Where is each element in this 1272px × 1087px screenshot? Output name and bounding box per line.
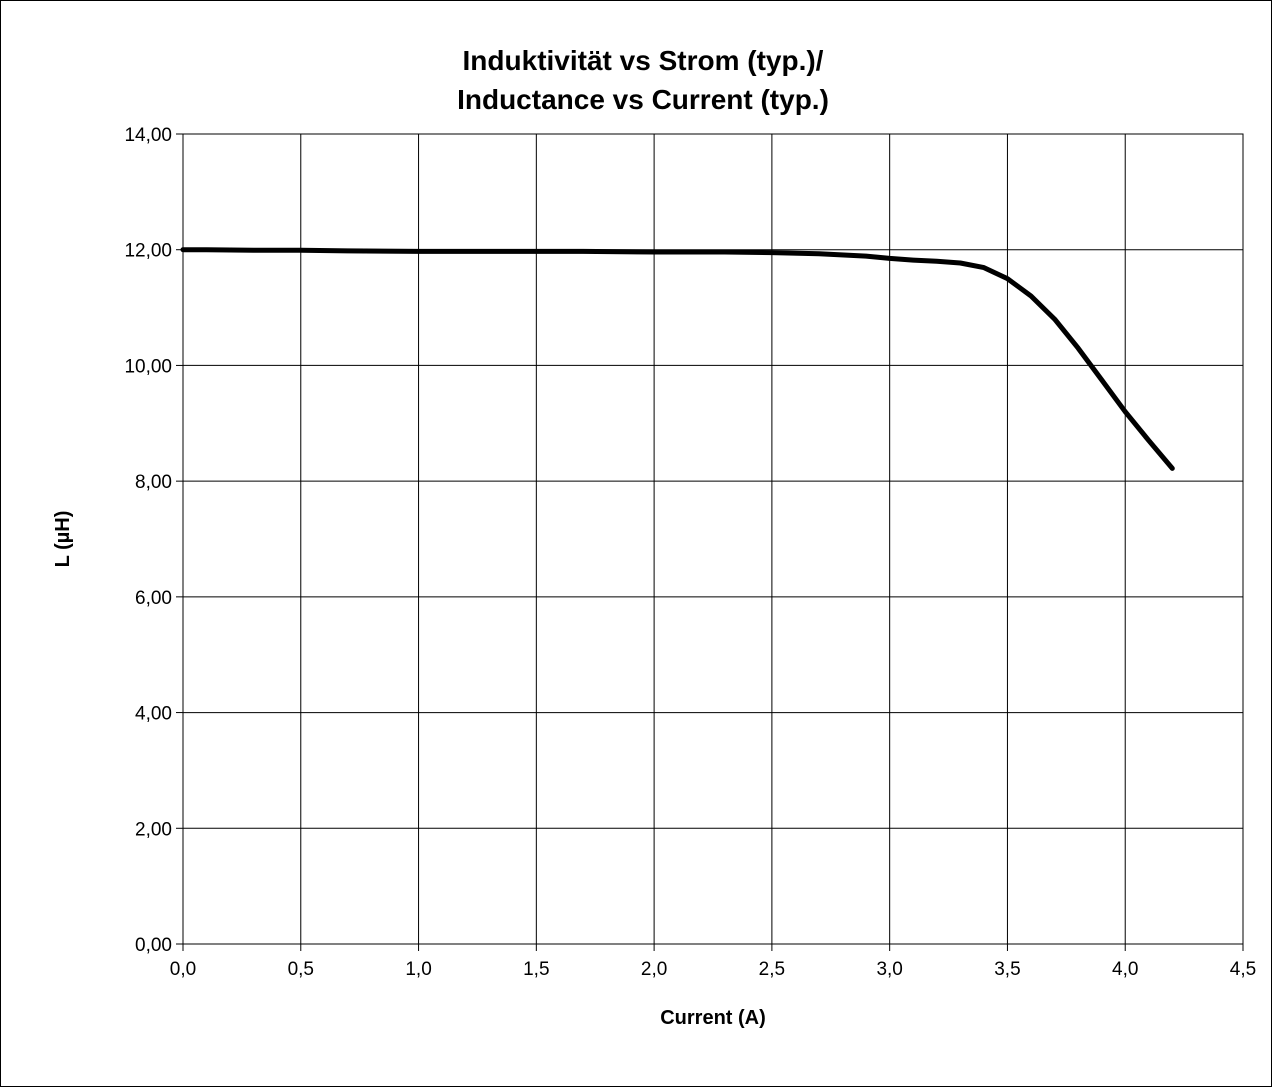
y-tick-label: 2,00: [135, 819, 172, 840]
chart-title-line2: Inductance vs Current (typ.): [457, 84, 829, 115]
y-axis-title: L (µH): [52, 511, 74, 568]
y-tick-label: 0,00: [135, 935, 172, 956]
x-tick-label: 1,5: [523, 959, 549, 980]
x-axis-title: Current (A): [660, 1007, 766, 1029]
x-tick-label: 1,0: [405, 959, 431, 980]
x-tick-label: 2,5: [759, 959, 785, 980]
x-tick-label: 0,5: [288, 959, 314, 980]
y-tick-label: 8,00: [135, 472, 172, 493]
x-tick-label: 3,5: [994, 959, 1020, 980]
y-tick-label: 6,00: [135, 588, 172, 609]
y-tick-label: 14,00: [124, 125, 172, 146]
y-tick-label: 12,00: [124, 241, 172, 262]
x-tick-label: 4,5: [1230, 959, 1256, 980]
x-tick-label: 3,0: [876, 959, 902, 980]
plot-area-border: [182, 133, 1244, 945]
inductance-curve: [180, 247, 1175, 471]
axis-ticks: 0,0 0,5 1,0 1,5 2,0 2,5 3,0 3,5 4,0 4,5 0,00 2,00 4,…: [124, 125, 1256, 980]
y-tick-label: 4,00: [135, 704, 172, 725]
x-tick-label: 2,0: [641, 959, 667, 980]
grid-lines: [183, 134, 1243, 944]
y-tick-label: 10,00: [124, 356, 172, 377]
x-tick-label: 4,0: [1112, 959, 1138, 980]
chart-title-line1: Induktivität vs Strom (typ.)/: [463, 45, 824, 76]
x-tick-label: 0,0: [170, 959, 196, 980]
